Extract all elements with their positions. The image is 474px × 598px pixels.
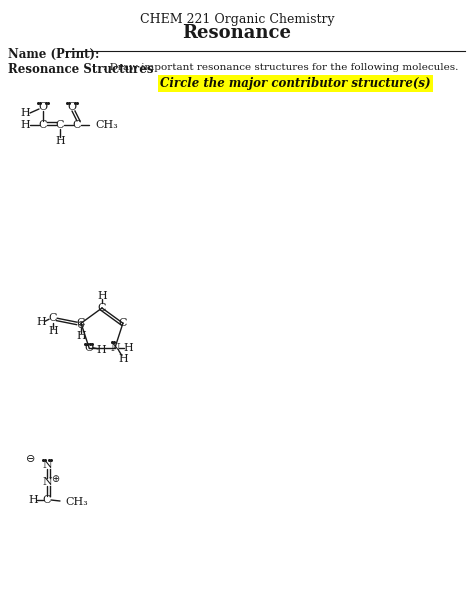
Text: ⊕: ⊕ [76,320,84,330]
Text: C: C [118,318,127,328]
Text: N: N [110,343,120,353]
Text: ⊕: ⊕ [51,474,59,484]
Text: C: C [98,303,106,313]
Text: H: H [48,326,58,336]
Text: H: H [55,136,65,146]
Text: H: H [123,343,133,353]
Text: H: H [97,291,107,301]
Text: C: C [77,318,85,328]
Text: H: H [20,108,30,118]
Text: N: N [42,460,52,470]
Text: CHEM 221 Organic Chemistry: CHEM 221 Organic Chemistry [140,13,334,26]
Text: H: H [76,331,86,341]
Text: O: O [38,102,47,112]
Text: C: C [39,120,47,130]
Text: C: C [56,120,64,130]
Text: Name (Print):: Name (Print): [8,48,100,61]
Text: H: H [36,317,46,327]
Text: ⊖: ⊖ [27,454,36,464]
Text: O: O [84,343,94,353]
Text: H: H [20,120,30,130]
Text: : Draw important resonance structures for the following molecules.: : Draw important resonance structures fo… [103,63,458,72]
Text: C: C [43,495,51,505]
Text: Circle the major contributor structure(s): Circle the major contributor structure(s… [160,77,430,90]
Text: CH₃: CH₃ [65,497,88,507]
Text: Resonance Structures: Resonance Structures [8,63,154,76]
Text: H: H [96,345,106,355]
Text: N: N [42,477,52,487]
Text: H: H [28,495,38,505]
Text: C: C [73,120,81,130]
Text: H: H [118,354,128,364]
Text: Resonance: Resonance [182,24,292,42]
Text: C: C [49,313,57,323]
Text: O: O [67,102,77,112]
Text: CH₃: CH₃ [95,120,118,130]
